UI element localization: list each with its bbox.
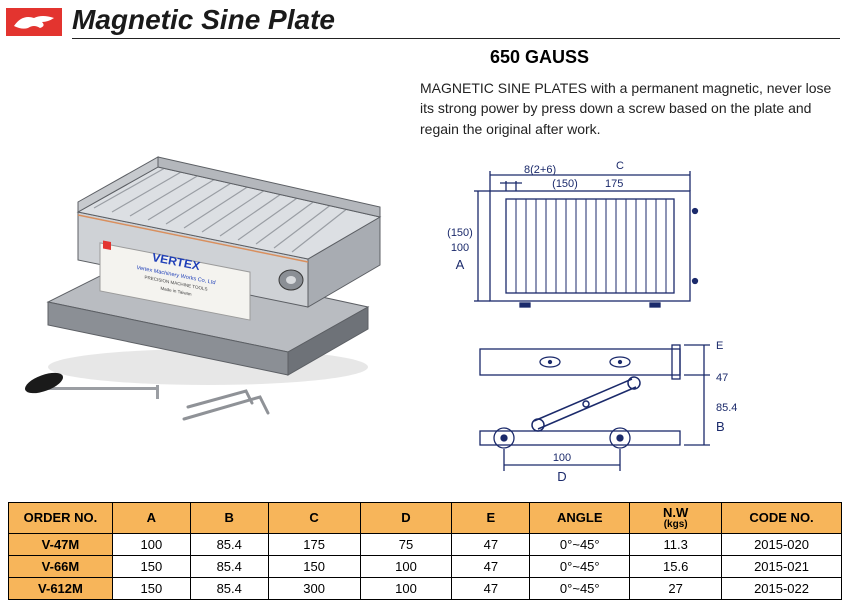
table-header: ORDER NO.ABCDEANGLEN.W(kgs)CODE NO.	[9, 502, 842, 533]
content-row: VERTEX Vertex Machinery Works Co, Ltd PR…	[0, 47, 850, 496]
table-cell: 85.4	[190, 534, 268, 556]
table-cell: 15.6	[630, 556, 722, 578]
gauss-heading: 650 GAUSS	[490, 47, 842, 68]
brand-logo	[6, 8, 62, 36]
table-cell: 85.4	[190, 578, 268, 600]
table-col-0: ORDER NO.	[9, 502, 113, 533]
dim-100: 100	[553, 452, 571, 464]
table-cell: 100	[360, 578, 452, 600]
table-cell: 47	[452, 578, 530, 600]
spec-table: ORDER NO.ABCDEANGLEN.W(kgs)CODE NO. V-47…	[8, 502, 842, 600]
diagram-side-view: E 47 85.4 B 100 D	[420, 331, 842, 496]
dim-150h: (150)	[447, 227, 473, 239]
dim-854: 85.4	[716, 402, 737, 414]
diagram-group: 8(2+6) C (150) 175 (150) 100 A	[420, 151, 842, 496]
table-cell: 2015-022	[722, 578, 842, 600]
dim-826: 8(2+6)	[524, 164, 556, 176]
table-cell: 150	[268, 556, 360, 578]
table-cell: 47	[452, 534, 530, 556]
table-cell: V-47M	[9, 534, 113, 556]
table-col-2: B	[190, 502, 268, 533]
table-row: V-66M15085.4150100470°~45°15.62015-021	[9, 556, 842, 578]
table-col-6: ANGLE	[530, 502, 630, 533]
description-text: MAGNETIC SINE PLATES with a permanent ma…	[420, 78, 842, 139]
table-col-1: A	[112, 502, 190, 533]
dim-47: 47	[716, 372, 728, 384]
table-col-3: C	[268, 502, 360, 533]
table-cell: 0°~45°	[530, 578, 630, 600]
hex-keys	[184, 391, 268, 419]
table-cell: 100	[112, 534, 190, 556]
product-image-area: VERTEX Vertex Machinery Works Co, Ltd PR…	[8, 47, 408, 487]
table-cell: 85.4	[190, 556, 268, 578]
dim-E: E	[716, 340, 723, 352]
page-header: Magnetic Sine Plate	[0, 0, 850, 47]
dim-150w: (150)	[552, 178, 578, 190]
table-cell: 0°~45°	[530, 556, 630, 578]
table-cell: 2015-021	[722, 556, 842, 578]
dim-C: C	[616, 160, 624, 172]
table-col-7: N.W(kgs)	[630, 502, 722, 533]
page-title: Magnetic Sine Plate	[72, 4, 840, 39]
table-cell: V-612M	[9, 578, 113, 600]
table-row: V-47M10085.417575470°~45°11.32015-020	[9, 534, 842, 556]
dim-A: A	[456, 257, 465, 272]
table-cell: 75	[360, 534, 452, 556]
right-column: 650 GAUSS MAGNETIC SINE PLATES with a pe…	[408, 47, 842, 496]
eagle-icon	[12, 12, 56, 32]
table-col-4: D	[360, 502, 452, 533]
table-cell: 27	[630, 578, 722, 600]
dim-100h: 100	[451, 242, 469, 254]
table-cell: 47	[452, 556, 530, 578]
table-col-8: CODE NO.	[722, 502, 842, 533]
table-cell: 150	[112, 556, 190, 578]
table-cell: 300	[268, 578, 360, 600]
product-illustration: VERTEX Vertex Machinery Works Co, Ltd PR…	[8, 47, 398, 427]
table-body: V-47M10085.417575470°~45°11.32015-020V-6…	[9, 534, 842, 600]
table-cell: 175	[268, 534, 360, 556]
table-col-5: E	[452, 502, 530, 533]
dim-175: 175	[605, 178, 623, 190]
table-row: V-612M15085.4300100470°~45°272015-022	[9, 578, 842, 600]
dim-D: D	[557, 469, 566, 484]
table-cell: 150	[112, 578, 190, 600]
table-cell: 2015-020	[722, 534, 842, 556]
dim-B: B	[716, 419, 725, 434]
table-cell: 11.3	[630, 534, 722, 556]
table-cell: V-66M	[9, 556, 113, 578]
table-cell: 0°~45°	[530, 534, 630, 556]
diagram-top-view: 8(2+6) C (150) 175 (150) 100 A	[420, 151, 842, 321]
table-cell: 100	[360, 556, 452, 578]
